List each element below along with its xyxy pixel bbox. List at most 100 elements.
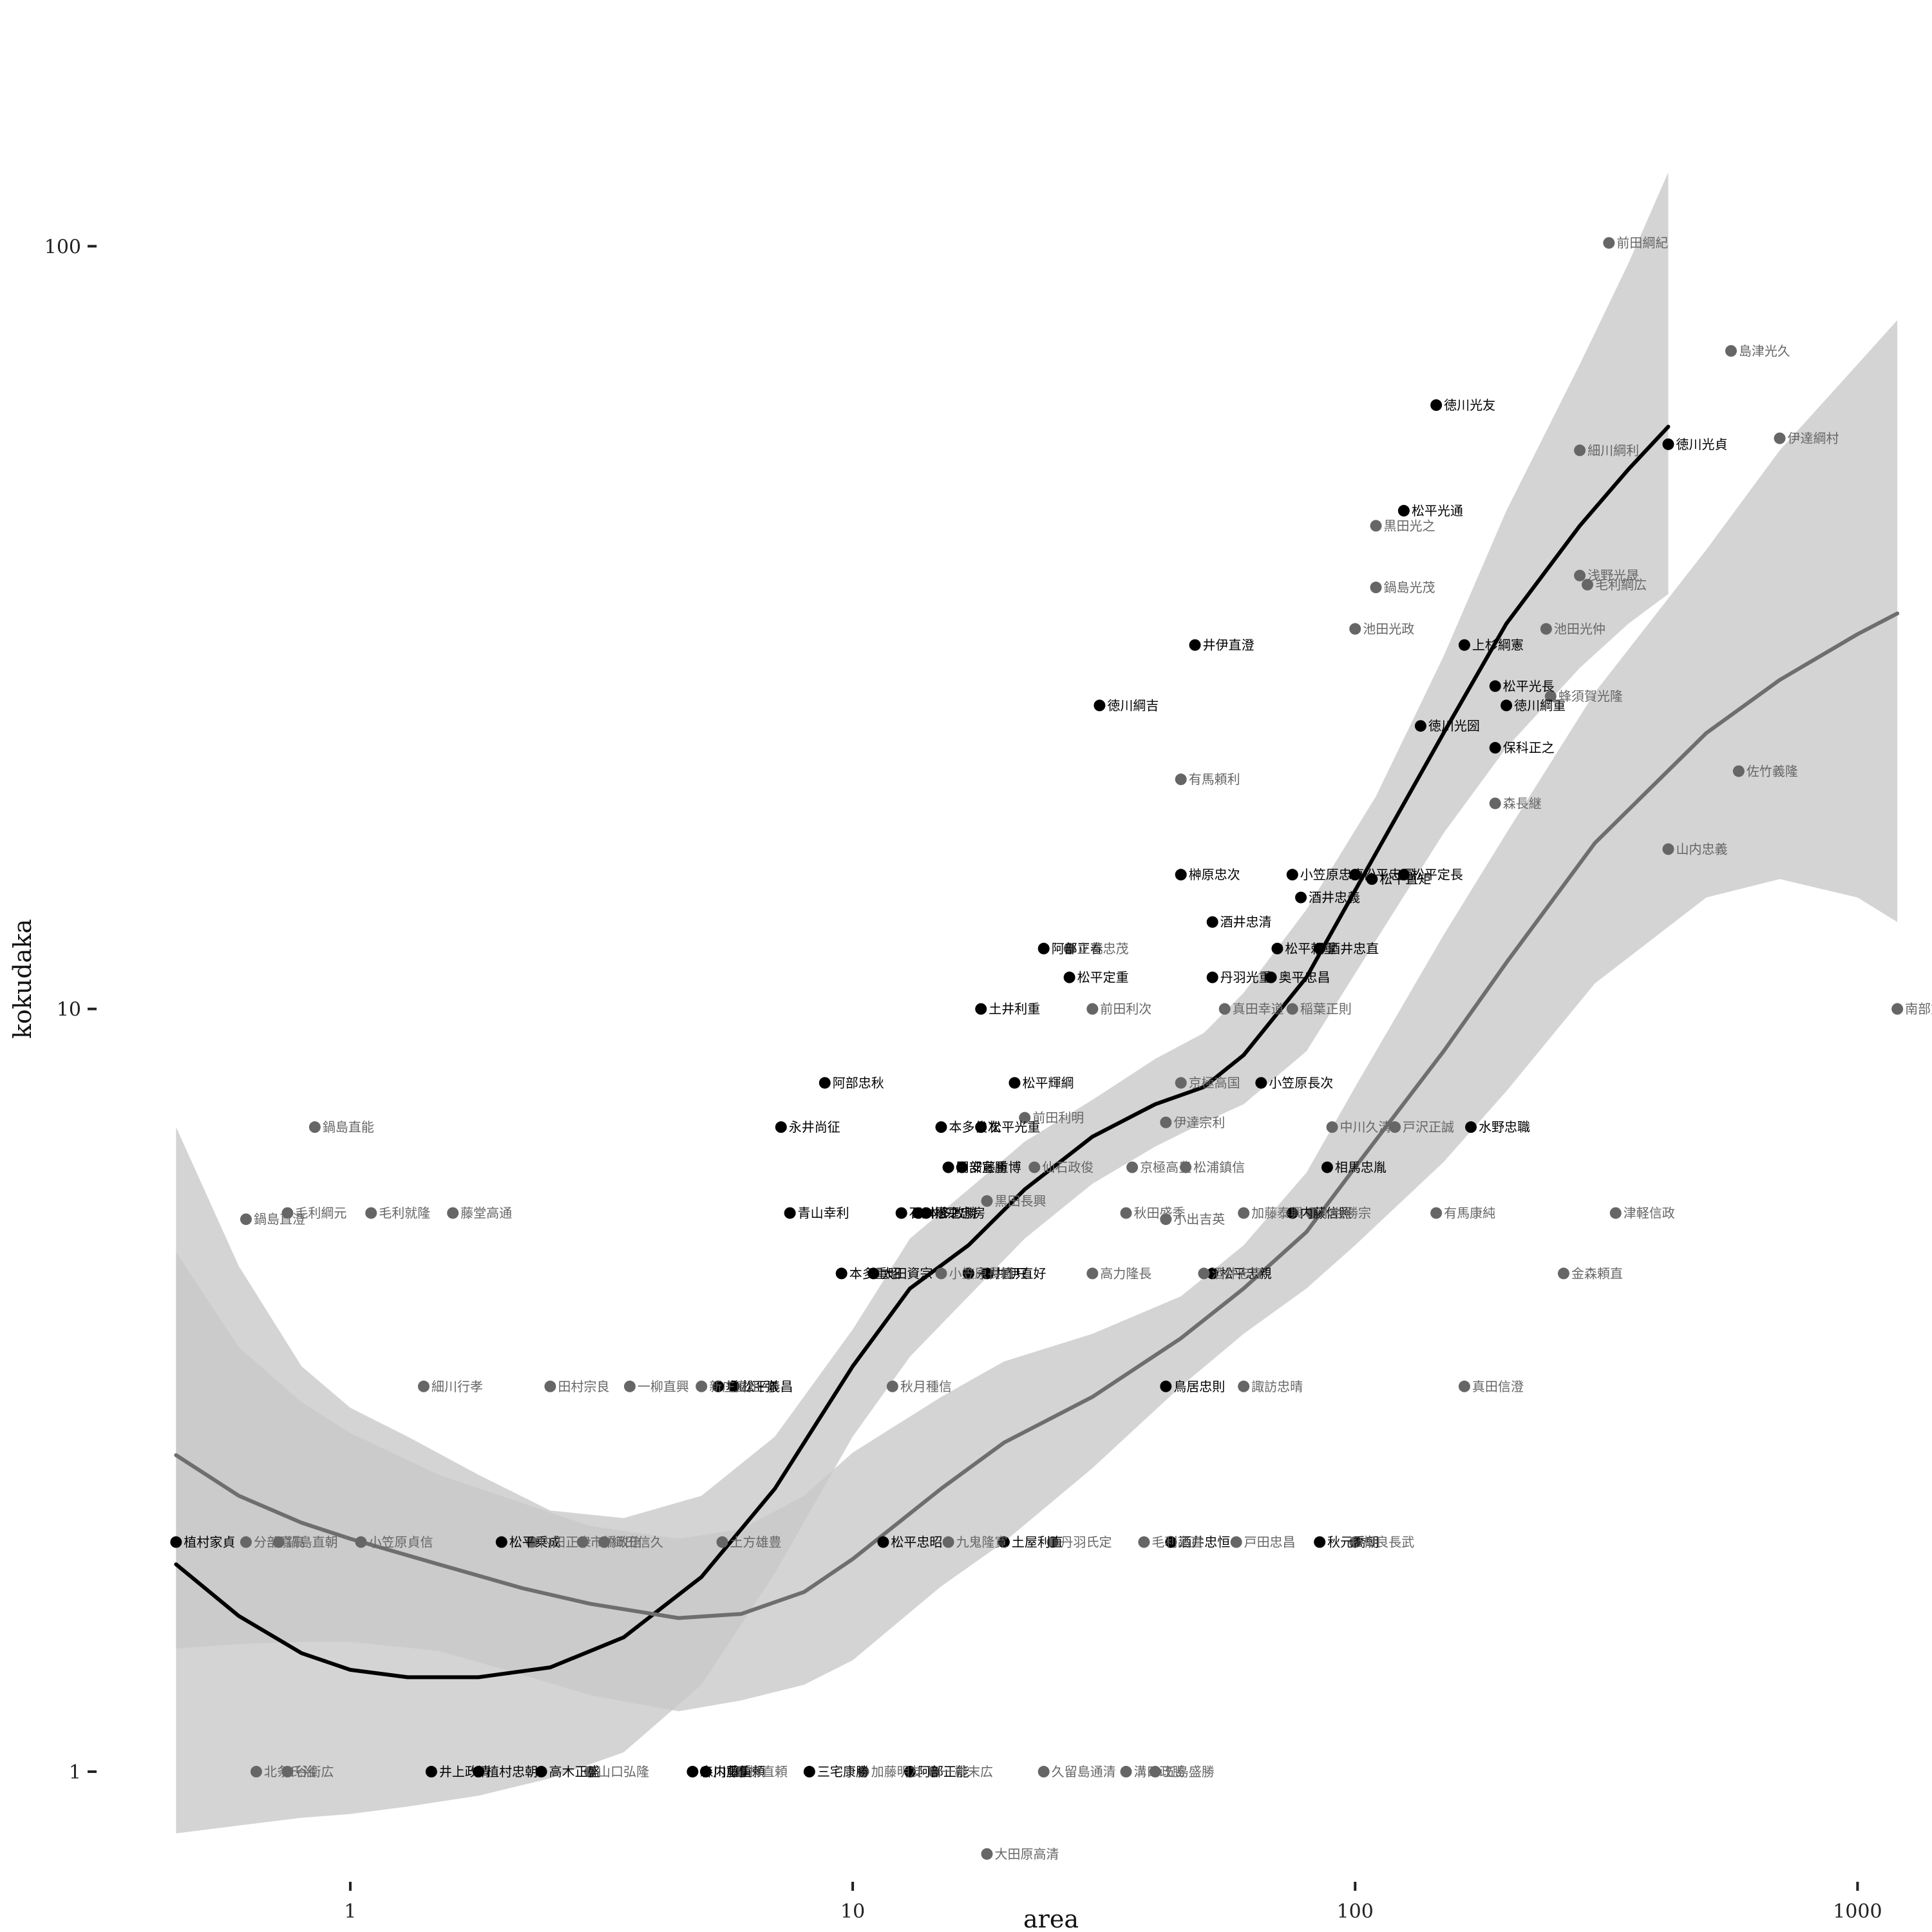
point-label: 松平直矩: [1379, 871, 1431, 887]
point-a: [1165, 1536, 1177, 1548]
point-label: 徳川綱重: [1514, 697, 1566, 713]
point-label: 一柳末広: [942, 1764, 993, 1779]
point-a: [1063, 971, 1075, 983]
point-a: [920, 1207, 933, 1219]
point-label: 織田信久: [612, 1535, 663, 1550]
point-b: [857, 1766, 869, 1778]
point-a: [1662, 438, 1674, 450]
point-label: 鍋島光茂: [1384, 580, 1435, 595]
point-a: [1349, 869, 1361, 881]
point-label: 酒井忠直: [1327, 941, 1379, 956]
point-label: 井伊直好: [995, 1265, 1046, 1281]
point-label: 植村忠朝: [486, 1764, 538, 1779]
point-a: [1397, 505, 1410, 517]
point-label: 佐竹義隆: [1747, 763, 1798, 779]
point-a: [942, 1161, 954, 1173]
point-b: [696, 1380, 708, 1392]
point-label: 溝口政勝: [1134, 1764, 1186, 1779]
point-b: [1732, 765, 1745, 777]
point-a: [975, 1121, 987, 1133]
point-label: 永井直只: [976, 1265, 1028, 1281]
point-b: [1370, 582, 1382, 594]
point-b: [308, 1121, 321, 1133]
point-b: [1180, 1161, 1192, 1173]
point-b: [1609, 1207, 1622, 1219]
point-b: [1063, 942, 1075, 954]
point-label: 松平光通: [1412, 503, 1463, 518]
y-axis-title: kokudaka: [8, 919, 37, 1039]
point-label: 藤堂高通: [460, 1206, 512, 1221]
point-label: 戸田忠昌: [1244, 1535, 1296, 1550]
point-label: 毛利高直: [1151, 1535, 1203, 1550]
point-b: [1175, 1077, 1187, 1089]
point-label: 浅野光晟: [1587, 568, 1639, 583]
point-label: 小出吉英: [1173, 1211, 1225, 1227]
band-b: [176, 320, 1898, 1712]
point-label: 久留島通清: [1052, 1764, 1116, 1779]
point-b: [1086, 1267, 1099, 1280]
point-b: [1370, 520, 1382, 532]
point-a: [1160, 1380, 1172, 1392]
point-label: 小笠原長次: [1269, 1075, 1333, 1090]
point-b: [1028, 1161, 1041, 1173]
point-a: [1397, 869, 1410, 881]
point-b: [1574, 444, 1586, 457]
point-b: [1238, 1207, 1250, 1219]
point-label: 阿部正春: [1052, 941, 1103, 956]
point-label: 細川綱利: [1587, 442, 1639, 458]
point-b: [1540, 623, 1552, 635]
point-a: [1206, 1267, 1218, 1280]
point-label: 松平定重: [1077, 970, 1129, 985]
point-label: 鍋島直能: [323, 1119, 374, 1135]
point-a: [495, 1536, 507, 1548]
point-b: [1046, 1536, 1059, 1548]
point-label: 松平頼重: [1285, 941, 1336, 956]
point-label: 真田信澄: [1472, 1379, 1524, 1394]
point-label: 阿部正能: [918, 1764, 969, 1779]
point-label: 本多重昭: [849, 1265, 901, 1281]
axes: 1 10 100 1000 1 10 100: [44, 236, 1882, 1923]
point-label: 津軽信政: [1624, 1206, 1675, 1221]
x-tick-label: 10: [840, 1900, 865, 1923]
point-label: 徳川光友: [1444, 397, 1495, 413]
data-points: [170, 237, 1904, 1860]
point-label: 水谷勝宗: [1320, 1206, 1371, 1221]
point-label: 松平輝綱: [1022, 1075, 1074, 1090]
point-b: [1581, 578, 1593, 591]
point-label: 諏訪忠晴: [1251, 1379, 1303, 1394]
point-a: [912, 1207, 924, 1219]
point-label: 北条氏治: [264, 1764, 316, 1779]
point-label: 奥平忠昌: [1279, 970, 1331, 985]
point-b: [447, 1207, 459, 1219]
point-b: [272, 1536, 285, 1548]
point-b: [1138, 1536, 1150, 1548]
point-label: 池田光仲: [1554, 621, 1605, 637]
point-label: 井伊直澄: [1203, 638, 1255, 653]
trend-line-b: [174, 611, 1900, 1620]
point-label: 酒井忠清: [1220, 914, 1272, 930]
point-b: [1037, 1766, 1050, 1778]
point-label: 井上政清: [439, 1764, 491, 1779]
point-b: [355, 1536, 367, 1548]
point-label: 永井尚征: [789, 1119, 840, 1135]
point-b: [1120, 1207, 1132, 1219]
point-b: [981, 1195, 993, 1207]
point-label: 三宅康勝: [817, 1764, 869, 1779]
point-a: [775, 1121, 787, 1133]
point-label: 徳川光貞: [1676, 437, 1727, 452]
point-b: [886, 1380, 898, 1392]
point-b: [526, 1536, 538, 1548]
point-a: [1321, 1161, 1333, 1173]
point-b: [1349, 1536, 1361, 1548]
point-label: 丹羽光重: [1220, 970, 1272, 985]
point-label: 高木正盛: [549, 1764, 601, 1779]
point-label: 増山正弥: [726, 1379, 777, 1394]
point-label: 相良長武: [1363, 1535, 1414, 1550]
point-a: [1094, 699, 1106, 712]
point-a: [425, 1766, 437, 1778]
point-label: 松平忠房: [934, 1206, 985, 1221]
point-b: [1149, 1766, 1161, 1778]
point-a: [819, 1077, 831, 1089]
point-label: 石川憲之: [909, 1206, 961, 1221]
point-a: [904, 1766, 916, 1778]
